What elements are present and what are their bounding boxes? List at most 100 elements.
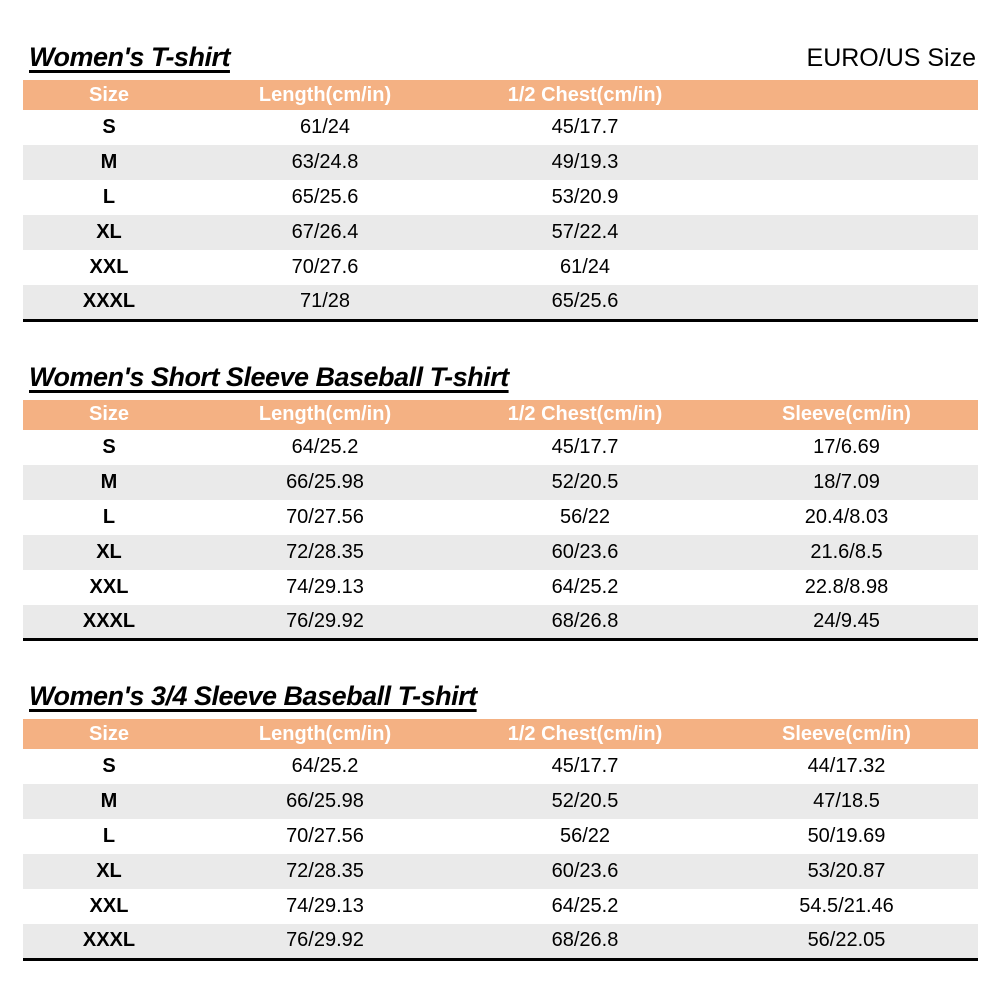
table-cell-sleeve: 50/19.69 [807, 825, 886, 847]
table-cell-chest: 64/25.2 [551, 895, 619, 917]
table-cell-empty [715, 110, 978, 145]
column-header-size: Size [23, 80, 195, 110]
table-cell-size: S [102, 435, 116, 458]
table-header-row: Size Length(cm/in) 1/2 Chest(cm/in) Slee… [23, 719, 978, 749]
table-cell-size: XXXL [82, 290, 136, 313]
section-header: Women's 3/4 Sleeve Baseball T-shirt [29, 681, 976, 712]
table-cell-length: 74/29.13 [286, 895, 364, 917]
column-header-empty [715, 80, 978, 110]
table-cell-size: XXL [89, 575, 129, 598]
table-cell-length: 72/28.35 [286, 860, 364, 882]
section-womens-short-sleeve-baseball-tshirt: Women's Short Sleeve Baseball T-shirt Si… [23, 362, 978, 641]
table-cell-sleeve: 22.8/8.98 [804, 575, 889, 598]
table-cell-chest: 52/20.5 [551, 790, 619, 812]
column-header-chest: 1/2 Chest(cm/in) [455, 719, 715, 749]
table-cell-length: 66/25.98 [286, 470, 364, 493]
table-cell-length: 70/27.56 [286, 505, 364, 528]
table-cell-chest: 56/22 [559, 505, 611, 528]
column-header-chest: 1/2 Chest(cm/in) [455, 399, 715, 430]
table-row: L 65/25.6 53/20.9 [23, 180, 978, 215]
table-row: XL 72/28.35 60/23.6 21.6/8.5 [23, 534, 978, 570]
table-cell-sleeve: 54.5/21.46 [799, 895, 894, 917]
table-cell-sleeve: 44/17.32 [807, 755, 886, 777]
column-header-length: Length(cm/in) [195, 399, 455, 430]
table-cell-chest: 57/22.4 [551, 221, 619, 243]
table-cell-chest: 53/20.9 [551, 186, 619, 208]
table-cell-length: 71/28 [299, 290, 351, 313]
table-row: XXL 74/29.13 64/25.2 54.5/21.46 [23, 889, 978, 924]
table-cell-chest: 61/24 [559, 256, 611, 278]
table-cell-length: 74/29.13 [286, 575, 364, 598]
table-cell-sleeve: 21.6/8.5 [810, 540, 883, 563]
table-cell-empty [715, 250, 978, 285]
table-cell-chest: 45/17.7 [551, 755, 619, 777]
table-cell-size: M [100, 790, 118, 812]
table-cell-chest: 68/26.8 [551, 929, 619, 952]
table-cell-sleeve: 53/20.87 [807, 860, 886, 882]
table-cell-length: 70/27.6 [291, 256, 359, 278]
column-header-chest: 1/2 Chest(cm/in) [455, 80, 715, 110]
table-cell-length: 63/24.8 [291, 151, 359, 173]
table-cell-length: 64/25.2 [291, 435, 359, 458]
table-title: Women's Short Sleeve Baseball T-shirt [29, 361, 509, 392]
table-cell-empty [715, 215, 978, 250]
column-header-sleeve: Sleeve(cm/in) [715, 399, 978, 430]
column-header-length: Length(cm/in) [195, 719, 455, 749]
section-womens-three-quarter-sleeve-baseball-tshirt: Women's 3/4 Sleeve Baseball T-shirt Size… [23, 681, 978, 961]
table-cell-chest: 60/23.6 [551, 860, 619, 882]
table-row: XL 72/28.35 60/23.6 53/20.87 [23, 854, 978, 889]
size-chart-page: Women's T-shirt EURO/US Size Size Length… [23, 42, 978, 961]
table-cell-sleeve: 24/9.45 [813, 609, 880, 632]
size-standard-label: EURO/US Size [806, 44, 976, 72]
table-cell-size: L [102, 186, 116, 208]
table-cell-chest: 49/19.3 [551, 151, 619, 173]
table-row: S 61/24 45/17.7 [23, 110, 978, 145]
table-row: L 70/27.56 56/22 20.4/8.03 [23, 500, 978, 535]
table-cell-chest: 68/26.8 [551, 609, 619, 632]
table-row: M 66/25.98 52/20.5 47/18.5 [23, 784, 978, 819]
table-cell-sleeve: 20.4/8.03 [804, 505, 889, 528]
table-row: S 64/25.2 45/17.7 44/17.32 [23, 749, 978, 784]
table-row: XXXL 76/29.92 68/26.8 24/9.45 [23, 604, 978, 640]
table-cell-empty [715, 145, 978, 180]
table-cell-length: 72/28.35 [286, 540, 364, 563]
table-cell-chest: 60/23.6 [551, 540, 619, 563]
table-cell-size: XXL [89, 256, 129, 278]
table-cell-chest: 45/17.7 [551, 435, 619, 458]
table-cell-size: XXL [89, 895, 129, 917]
table-title: Women's 3/4 Sleeve Baseball T-shirt [29, 681, 477, 711]
size-chart-table-short-sleeve-baseball: Size Length(cm/in) 1/2 Chest(cm/in) Slee… [23, 399, 978, 641]
table-cell-chest: 45/17.7 [551, 116, 619, 138]
table-row: L 70/27.56 56/22 50/19.69 [23, 819, 978, 854]
table-cell-size: L [102, 825, 116, 847]
table-cell-size: XXXL [82, 609, 136, 632]
table-cell-size: XL [96, 860, 122, 882]
table-row: XXXL 76/29.92 68/26.8 56/22.05 [23, 924, 978, 959]
table-cell-size: M [100, 470, 118, 493]
column-header-length: Length(cm/in) [195, 80, 455, 110]
table-cell-size: L [102, 505, 116, 528]
table-cell-length: 64/25.2 [291, 755, 359, 777]
table-cell-chest: 56/22 [559, 825, 611, 847]
table-row: S 64/25.2 45/17.7 17/6.69 [23, 430, 978, 465]
section-header: Women's Short Sleeve Baseball T-shirt [29, 362, 976, 393]
table-cell-sleeve: 18/7.09 [813, 470, 880, 493]
table-cell-sleeve: 47/18.5 [813, 790, 880, 812]
table-row: XL 67/26.4 57/22.4 [23, 215, 978, 250]
table-row: M 63/24.8 49/19.3 [23, 145, 978, 180]
table-title: Women's T-shirt [29, 42, 230, 72]
column-header-size: Size [23, 719, 195, 749]
size-chart-table-three-quarter-sleeve-baseball: Size Length(cm/in) 1/2 Chest(cm/in) Slee… [23, 719, 978, 961]
column-header-sleeve: Sleeve(cm/in) [715, 719, 978, 749]
table-cell-chest: 52/20.5 [551, 470, 619, 493]
table-row: XXL 74/29.13 64/25.2 22.8/8.98 [23, 570, 978, 605]
table-cell-size: S [102, 116, 116, 138]
table-cell-sleeve: 17/6.69 [813, 435, 880, 458]
table-cell-length: 66/25.98 [286, 790, 364, 812]
table-cell-chest: 65/25.6 [551, 290, 619, 313]
table-cell-length: 76/29.92 [286, 929, 364, 952]
size-chart-table-womens-tshirt: Size Length(cm/in) 1/2 Chest(cm/in) S 61… [23, 80, 978, 322]
table-cell-length: 70/27.56 [286, 825, 364, 847]
table-row: XXL 70/27.6 61/24 [23, 250, 978, 285]
table-header-row: Size Length(cm/in) 1/2 Chest(cm/in) Slee… [23, 399, 978, 430]
